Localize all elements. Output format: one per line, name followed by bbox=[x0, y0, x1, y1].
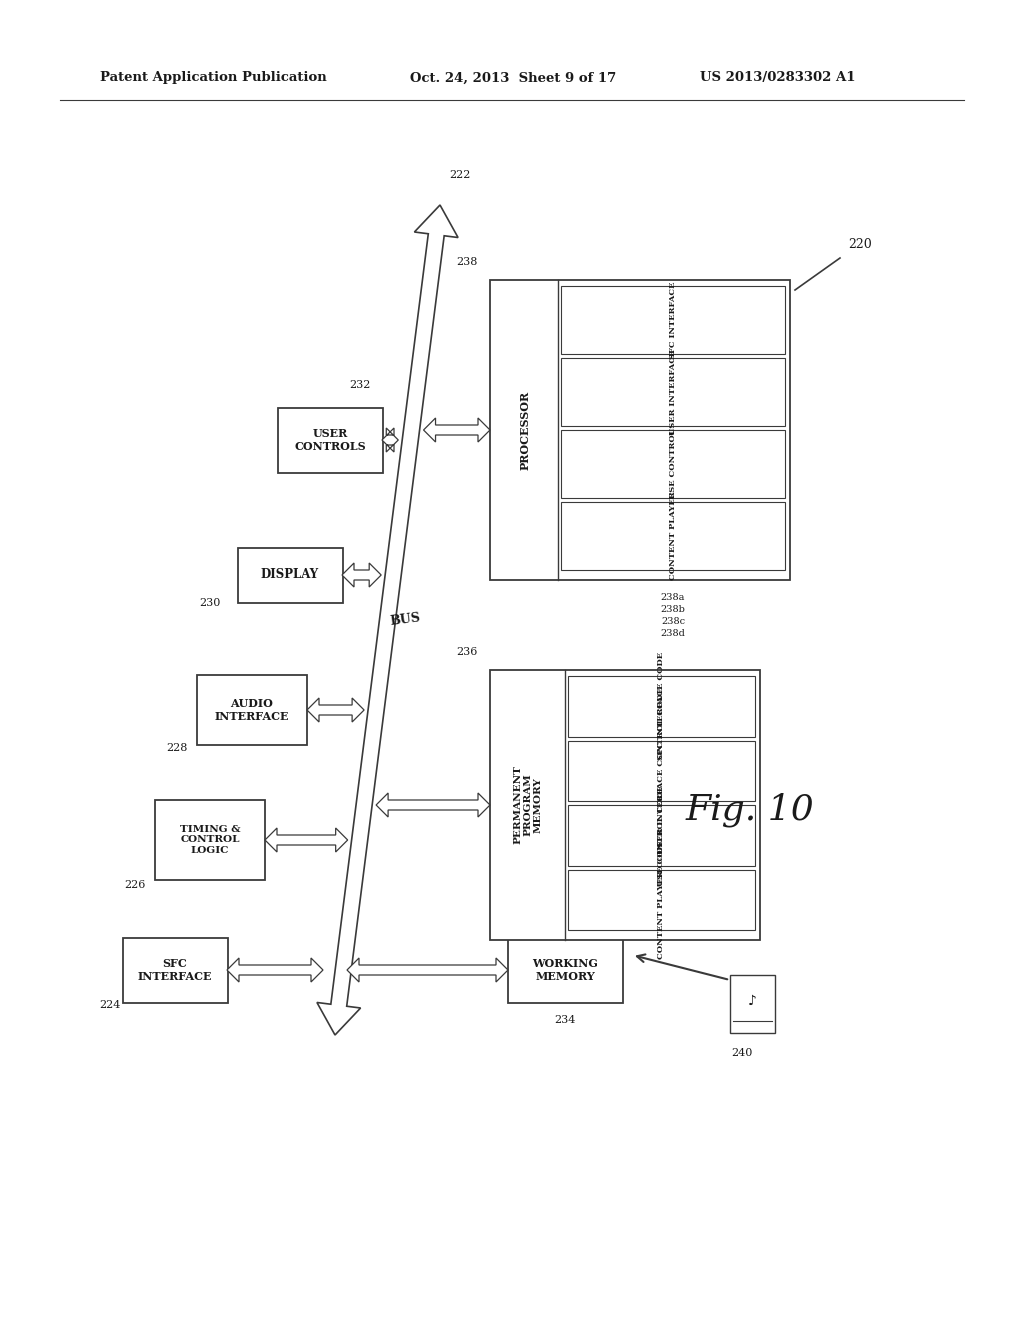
Text: USER INTERFACE: USER INTERFACE bbox=[669, 350, 677, 434]
Text: 226: 226 bbox=[124, 880, 145, 890]
Text: USER INTERFACE CONTROL CODE: USER INTERFACE CONTROL CODE bbox=[657, 686, 665, 854]
Bar bbox=[238, 548, 343, 603]
Polygon shape bbox=[376, 793, 490, 817]
Text: 228: 228 bbox=[166, 743, 187, 752]
Text: 238c: 238c bbox=[660, 618, 685, 627]
Text: US 2013/0283302 A1: US 2013/0283302 A1 bbox=[700, 71, 855, 84]
Text: 232: 232 bbox=[349, 380, 371, 389]
Text: WORKING
MEMORY: WORKING MEMORY bbox=[532, 958, 598, 982]
Text: SFC INTERFACE: SFC INTERFACE bbox=[669, 281, 677, 359]
Text: ♪: ♪ bbox=[748, 994, 757, 1008]
Text: 238: 238 bbox=[457, 257, 478, 267]
Polygon shape bbox=[424, 418, 490, 442]
Bar bbox=[561, 502, 785, 570]
Bar bbox=[508, 939, 623, 1003]
Bar bbox=[568, 676, 755, 737]
Text: USE CONTROL: USE CONTROL bbox=[669, 429, 677, 499]
Text: CONTENT PLAYER: CONTENT PLAYER bbox=[669, 491, 677, 581]
Bar bbox=[278, 408, 383, 473]
Text: PROCESSOR: PROCESSOR bbox=[519, 391, 530, 470]
Text: Patent Application Publication: Patent Application Publication bbox=[100, 71, 327, 84]
Polygon shape bbox=[382, 428, 398, 451]
Text: 240: 240 bbox=[731, 1048, 753, 1059]
Bar bbox=[490, 280, 790, 579]
Text: 238b: 238b bbox=[660, 606, 685, 615]
Polygon shape bbox=[317, 205, 458, 1035]
Text: DISPLAY: DISPLAY bbox=[261, 569, 319, 582]
Polygon shape bbox=[307, 698, 365, 722]
Text: PERMANENT
PROGRAM
MEMORY: PERMANENT PROGRAM MEMORY bbox=[513, 766, 543, 845]
Bar bbox=[561, 286, 785, 354]
Text: 222: 222 bbox=[450, 170, 471, 180]
Text: 234: 234 bbox=[554, 1015, 575, 1026]
Polygon shape bbox=[265, 828, 348, 851]
Text: BUS: BUS bbox=[389, 611, 422, 628]
Bar bbox=[123, 939, 228, 1003]
Text: SFC INTERFACE CODE: SFC INTERFACE CODE bbox=[657, 652, 665, 760]
Bar bbox=[561, 430, 785, 498]
Text: Fig. 10: Fig. 10 bbox=[686, 793, 814, 828]
Text: TIMING &
CONTROL
LOGIC: TIMING & CONTROL LOGIC bbox=[179, 825, 241, 855]
Text: USE CONTROL CODE: USE CONTROL CODE bbox=[657, 784, 665, 886]
Bar bbox=[730, 975, 775, 1034]
Text: SFC
INTERFACE: SFC INTERFACE bbox=[138, 958, 212, 982]
Polygon shape bbox=[227, 958, 323, 982]
Text: 238a: 238a bbox=[660, 594, 685, 602]
Text: 238d: 238d bbox=[660, 630, 685, 639]
Bar bbox=[568, 870, 755, 931]
Bar bbox=[561, 358, 785, 426]
Bar bbox=[568, 805, 755, 866]
Polygon shape bbox=[342, 564, 381, 587]
Polygon shape bbox=[347, 958, 508, 982]
Text: USER
CONTROLS: USER CONTROLS bbox=[294, 428, 366, 451]
Text: CONTENT PLAYER CODE: CONTENT PLAYER CODE bbox=[657, 840, 665, 960]
Text: 230: 230 bbox=[200, 598, 221, 609]
Bar bbox=[568, 741, 755, 801]
Text: Oct. 24, 2013  Sheet 9 of 17: Oct. 24, 2013 Sheet 9 of 17 bbox=[410, 71, 616, 84]
Text: AUDIO
INTERFACE: AUDIO INTERFACE bbox=[215, 698, 289, 722]
Bar bbox=[197, 675, 307, 744]
Bar bbox=[155, 800, 265, 880]
Text: 224: 224 bbox=[99, 1001, 121, 1010]
Text: 236: 236 bbox=[457, 647, 478, 657]
Text: 220: 220 bbox=[848, 239, 871, 252]
Bar bbox=[490, 671, 760, 940]
